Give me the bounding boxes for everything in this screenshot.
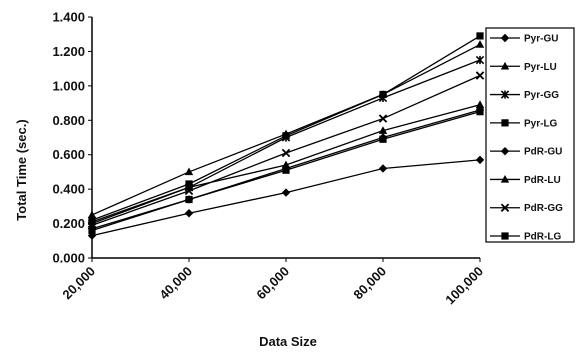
legend-label: PdR-GU: [524, 147, 562, 158]
legend-item: PdR-LG: [490, 232, 561, 243]
legend-item: Pyr-GU: [490, 34, 558, 45]
series-pdr-lg: [88, 32, 484, 224]
legend-box: [485, 27, 575, 243]
data-point-marker: [476, 108, 484, 116]
x-tick-label: 60,000: [253, 264, 292, 303]
legend-label: Pyr-LG: [524, 118, 558, 129]
data-point-marker: [475, 40, 485, 48]
x-tick-label: 100,000: [442, 264, 486, 308]
legend-label: Pyr-GG: [524, 90, 559, 101]
data-point-marker: [379, 135, 387, 143]
data-point-marker: [184, 167, 194, 176]
data-point-marker: [281, 160, 291, 169]
data-point-marker: [475, 71, 485, 80]
legend-label: Pyr-GU: [524, 34, 558, 45]
series-pyr-lg: [88, 108, 484, 235]
data-point-marker: [87, 231, 97, 240]
data-point-marker: [378, 114, 388, 123]
x-axis-ticks: 20,000 40,000 60,000 80,000 100,000: [59, 258, 486, 307]
y-tick-label: 1.000: [52, 78, 85, 93]
data-point-marker: [281, 188, 291, 197]
data-point-marker: [501, 232, 509, 240]
series-line: [91, 74, 481, 226]
y-tick-label: 0.800: [52, 113, 85, 128]
y-tick-label: 1.400: [52, 10, 85, 25]
y-axis-label: Total Time (sec.): [14, 119, 29, 220]
y-tick-label: 0.200: [52, 216, 85, 231]
data-point-marker: [379, 90, 387, 99]
data-point-marker: [184, 186, 194, 196]
series-group: [87, 32, 485, 240]
x-tick-label: 40,000: [156, 264, 195, 303]
legend-item: PdR-GG: [490, 203, 563, 214]
data-point-marker: [185, 195, 193, 204]
data-point-marker: [500, 203, 510, 212]
data-point-marker: [475, 55, 485, 65]
data-point-marker: [500, 61, 510, 70]
x-tick-label: 20,000: [59, 264, 98, 303]
legend-item: Pyr-GG: [490, 90, 559, 101]
data-point-marker: [501, 119, 509, 127]
legend-label: PdR-GG: [524, 203, 563, 214]
series-pdr-gg: [87, 71, 485, 230]
data-point-marker: [282, 132, 290, 140]
legend-item: PdR-GU: [490, 147, 562, 158]
data-point-marker: [500, 175, 510, 183]
legend-item: PdR-LU: [490, 175, 561, 186]
data-point-marker: [500, 33, 510, 43]
series-pdr-gu: [87, 155, 485, 240]
data-point-marker: [378, 126, 388, 134]
data-point-marker: [184, 209, 194, 218]
x-tick-label: 80,000: [350, 264, 389, 303]
y-axis-ticks: 0.000 0.200 0.400 0.600 0.800 1.000 1.200 1.400: [52, 10, 92, 266]
x-axis-label: Data Size: [259, 334, 317, 349]
data-point-marker: [475, 155, 485, 165]
legend-item: Pyr-LG: [490, 118, 558, 129]
data-point-marker: [87, 210, 97, 219]
y-tick-label: 1.200: [52, 44, 85, 59]
legend-label: Pyr-LU: [524, 62, 557, 73]
data-point-marker: [185, 180, 193, 188]
legend-label: PdR-LU: [524, 175, 561, 186]
y-tick-label: 0.400: [52, 182, 85, 197]
data-point-marker: [88, 216, 96, 224]
legend-label: PdR-LG: [524, 232, 561, 243]
data-point-marker: [475, 100, 485, 108]
legend-item: Pyr-LU: [490, 62, 557, 73]
data-point-marker: [500, 146, 510, 156]
data-point-marker: [378, 164, 388, 173]
data-point-marker: [88, 226, 96, 235]
y-tick-label: 0.000: [52, 251, 85, 266]
data-point-marker: [281, 148, 291, 158]
data-point-marker: [500, 90, 510, 99]
y-tick-label: 0.600: [52, 147, 85, 162]
data-point-marker: [476, 32, 484, 40]
legend: Pyr-GU Pyr-LU Pyr-GG Pyr-LG PdR-GU PdR-LU PdR-…: [485, 27, 575, 243]
data-point-marker: [282, 166, 290, 174]
